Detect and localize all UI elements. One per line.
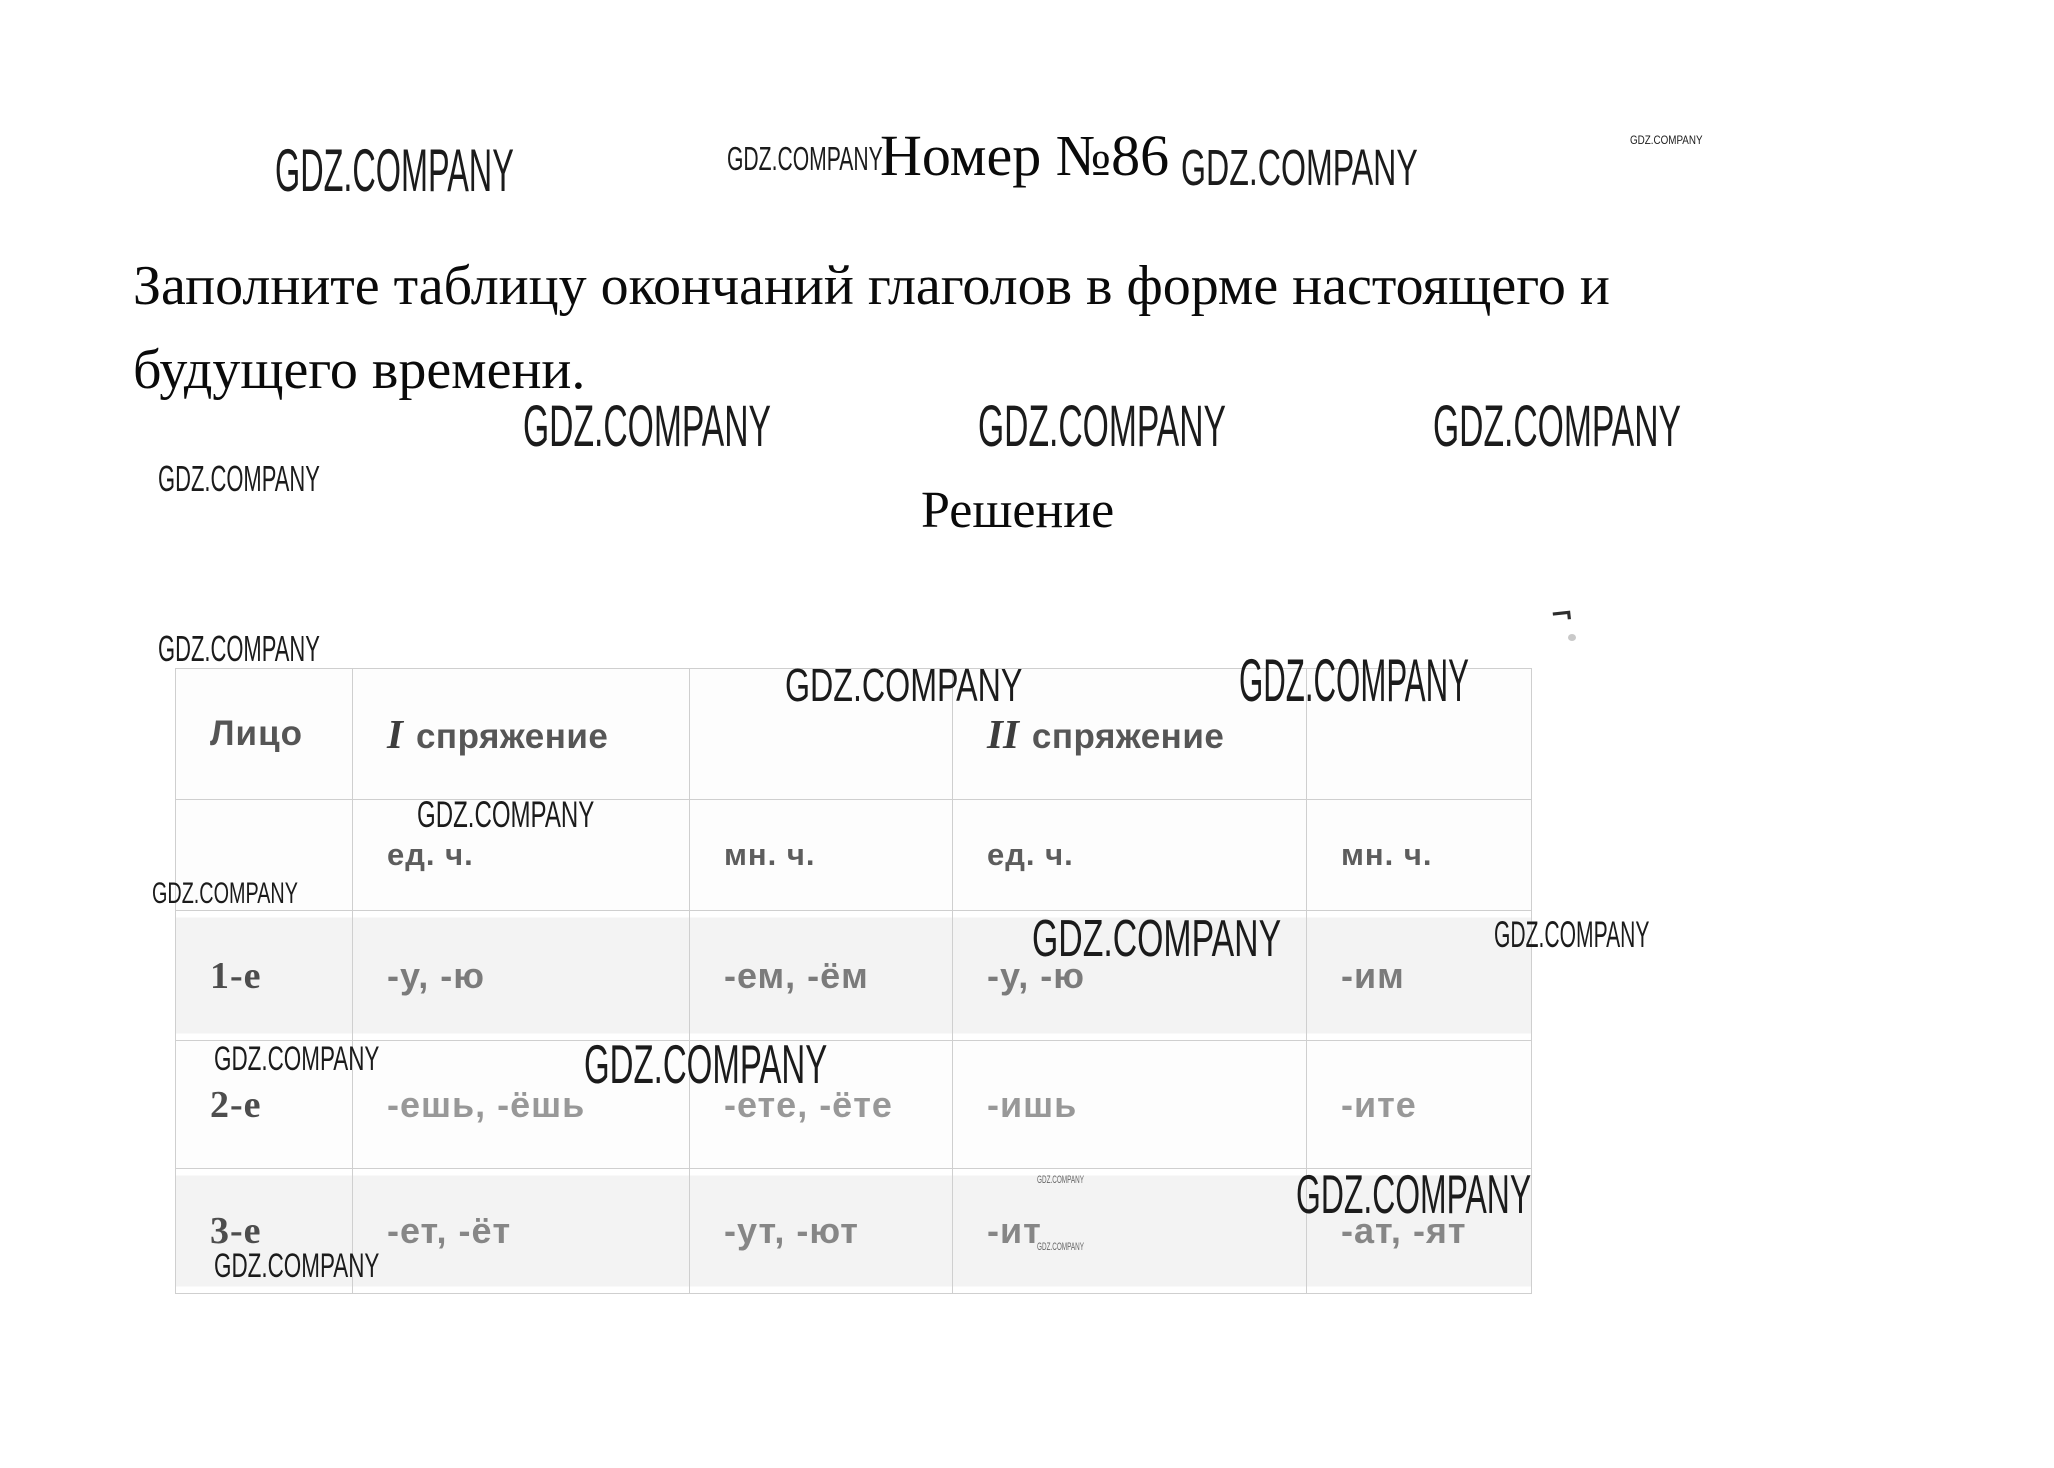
ending-cell: -ат, -ят	[1306, 1168, 1532, 1294]
subheader-singular-cell: ед. ч.	[952, 799, 1307, 911]
watermark: GDZ.COMPANY	[978, 394, 1226, 459]
table-row: 2-е -ешь, -ёшь -ете, -ёте -ишь -ите	[175, 1040, 1532, 1169]
watermark: GDZ.COMPANY	[417, 794, 595, 835]
table-subheader-row: ед. ч. мн. ч. ед. ч. мн. ч.	[175, 799, 1532, 911]
conjugation-2-label: спряжение	[1031, 717, 1225, 756]
scan-artifact-dot	[1568, 634, 1576, 641]
person-label: Лицо	[210, 714, 303, 753]
ending-cell: -ишь	[952, 1040, 1307, 1169]
conjugation-2-header: II спряжение	[952, 668, 1307, 800]
task-text-line: Заполните таблицу окончаний глаголов в ф…	[133, 255, 1610, 317]
page-title: Номер №86	[880, 123, 1170, 188]
header-person-cell: Лицо	[175, 668, 353, 800]
table-row: 3-е -ет, -ёт -ут, -ют -ит -ат, -ят	[175, 1168, 1532, 1294]
watermark: GDZ.COMPANY	[523, 394, 771, 459]
row-label: 3-е	[175, 1168, 353, 1294]
watermark: GDZ.COMPANY	[1037, 1241, 1085, 1253]
watermark: GDZ.COMPANY	[1181, 139, 1418, 196]
watermark: GDZ.COMPANY	[1032, 910, 1282, 968]
watermark: GDZ.COMPANY	[785, 659, 1023, 711]
row-label: 1-е	[175, 910, 353, 1041]
ending-cell: -ешь, -ёшь	[352, 1040, 690, 1169]
watermark: GDZ.COMPANY	[1630, 133, 1703, 147]
watermark: GDZ.COMPANY	[214, 1040, 380, 1078]
ending-cell: -ут, -ют	[689, 1168, 953, 1294]
watermark: GDZ.COMPANY	[1494, 914, 1650, 955]
watermark: GDZ.COMPANY	[1037, 1174, 1085, 1186]
watermark: GDZ.COMPANY	[584, 1033, 828, 1095]
watermark: GDZ.COMPANY	[214, 1247, 380, 1285]
roman-numeral-1: I	[387, 711, 403, 757]
ending-cell: -у, -ю	[952, 910, 1307, 1041]
ending-cell: -ет, -ёт	[352, 1168, 690, 1294]
watermark: GDZ.COMPANY	[1239, 647, 1469, 714]
ending-cell: -ите	[1306, 1040, 1532, 1169]
row-label: 2-е	[175, 1040, 353, 1169]
table-row: 1-е -у, -ю -ем, -ём -у, -ю -им	[175, 910, 1532, 1041]
ending-cell: -ете, -ёте	[689, 1040, 953, 1169]
roman-numeral-2: II	[987, 711, 1019, 757]
task-text-line: будущего времени.	[133, 339, 586, 401]
ending-cell: -ит	[952, 1168, 1307, 1294]
watermark: GDZ.COMPANY	[275, 137, 514, 204]
subheader-singular-cell: ед. ч.	[352, 799, 690, 911]
ending-cell: -ем, -ём	[689, 910, 953, 1041]
watermark: GDZ.COMPANY	[158, 458, 320, 499]
watermark: GDZ.COMPANY	[152, 877, 298, 910]
ending-cell: -у, -ю	[352, 910, 690, 1041]
empty-header-cell	[689, 668, 953, 800]
subheader-plural-cell: мн. ч.	[1306, 799, 1532, 911]
scan-artifact-mark: ¬	[1548, 596, 1576, 633]
conjugation-1-label: спряжение	[415, 717, 609, 756]
ending-cell: -им	[1306, 910, 1532, 1041]
watermark: GDZ.COMPANY	[158, 628, 320, 669]
watermark: GDZ.COMPANY	[727, 140, 883, 177]
watermark: GDZ.COMPANY	[1433, 394, 1681, 459]
watermark: GDZ.COMPANY	[1296, 1163, 1532, 1225]
solution-heading: Решение	[921, 482, 1115, 539]
subheader-plural-cell: мн. ч.	[689, 799, 953, 911]
empty-subheader-cell	[175, 799, 353, 911]
